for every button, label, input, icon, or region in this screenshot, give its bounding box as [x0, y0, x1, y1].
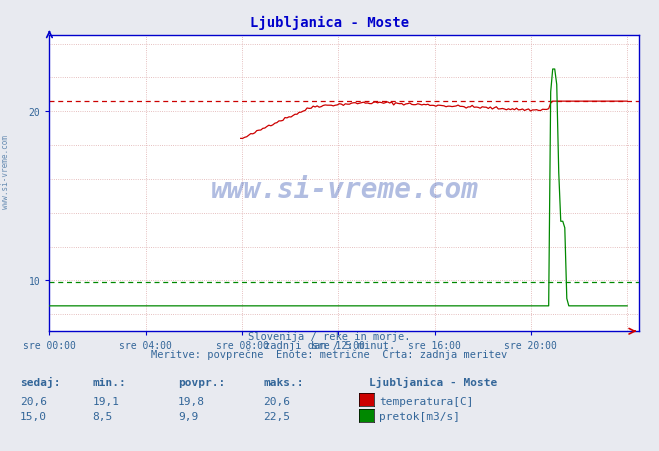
Text: Meritve: povprečne  Enote: metrične  Črta: zadnja meritev: Meritve: povprečne Enote: metrične Črta:…	[152, 347, 507, 359]
Text: povpr.:: povpr.:	[178, 377, 225, 387]
Text: Ljubljanica - Moste: Ljubljanica - Moste	[250, 16, 409, 30]
Text: 20,6: 20,6	[264, 396, 291, 405]
Text: 19,8: 19,8	[178, 396, 205, 405]
Text: maks.:: maks.:	[264, 377, 304, 387]
Text: 8,5: 8,5	[92, 411, 113, 421]
Text: www.si-vreme.com: www.si-vreme.com	[1, 134, 10, 208]
Text: sedaj:: sedaj:	[20, 377, 60, 387]
Text: zadnji dan / 5 minut.: zadnji dan / 5 minut.	[264, 340, 395, 350]
Text: 20,6: 20,6	[20, 396, 47, 405]
Text: 22,5: 22,5	[264, 411, 291, 421]
Text: min.:: min.:	[92, 377, 126, 387]
Text: 9,9: 9,9	[178, 411, 198, 421]
Text: temperatura[C]: temperatura[C]	[379, 396, 473, 405]
Text: Slovenija / reke in morje.: Slovenija / reke in morje.	[248, 331, 411, 341]
Text: 15,0: 15,0	[20, 411, 47, 421]
Text: pretok[m3/s]: pretok[m3/s]	[379, 411, 460, 421]
Text: www.si-vreme.com: www.si-vreme.com	[210, 176, 478, 204]
Text: 19,1: 19,1	[92, 396, 119, 405]
Text: Ljubljanica - Moste: Ljubljanica - Moste	[369, 377, 498, 387]
